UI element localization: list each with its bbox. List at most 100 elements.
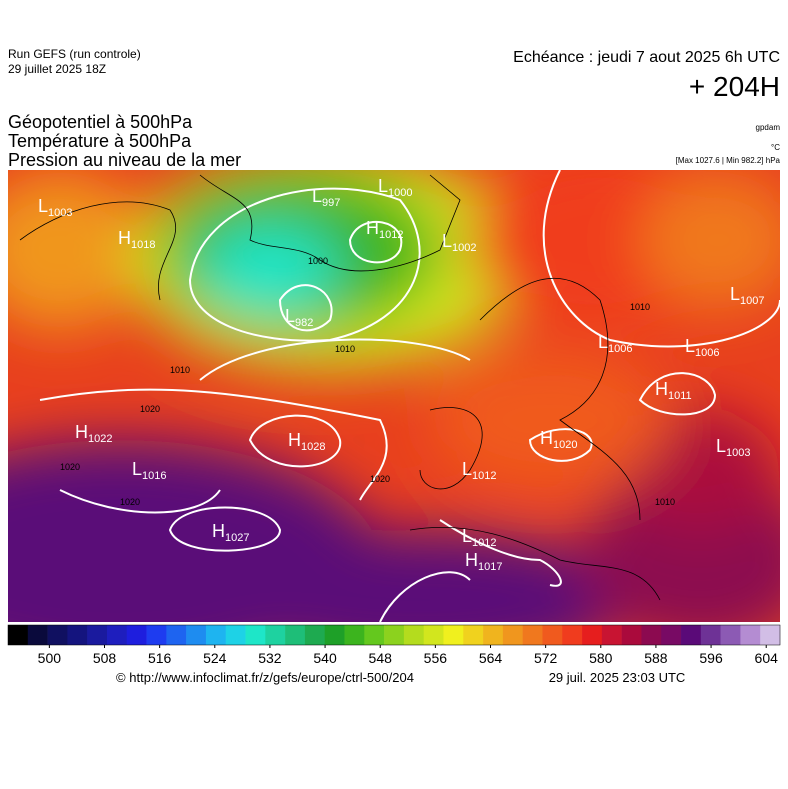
- pressure-center: H1022: [75, 422, 112, 445]
- colorbar-swatch: [661, 625, 682, 645]
- colorbar-swatch: [47, 625, 68, 645]
- center-kind: L: [462, 526, 472, 546]
- colorbar-swatch: [601, 625, 622, 645]
- center-kind: L: [716, 436, 726, 456]
- center-kind: H: [540, 428, 553, 448]
- run: Run GEFS (run controle): [8, 47, 141, 61]
- colorbar-swatch: [403, 625, 424, 645]
- center-value: 1011: [668, 390, 692, 402]
- colorbar-swatch: [542, 625, 563, 645]
- pressure-center: H1011: [655, 379, 692, 402]
- colorbar-tick-label: 572: [534, 650, 558, 666]
- colorbar-swatch: [285, 625, 306, 645]
- pressure-center: H1027: [212, 521, 249, 544]
- colorbar-swatch: [621, 625, 642, 645]
- center-kind: L: [730, 284, 740, 304]
- valid-time: Echéance : jeudi 7 aout 2025 6h UTC: [513, 49, 780, 66]
- center-value: 1028: [301, 441, 325, 453]
- center-value: 982: [295, 317, 313, 329]
- center-kind: L: [38, 196, 48, 216]
- lead-time: + 204H: [689, 71, 780, 102]
- colorbar-swatch: [760, 625, 781, 645]
- center-kind: L: [442, 231, 452, 251]
- isobar-label: 1020: [370, 474, 390, 484]
- colorbar-swatch: [700, 625, 721, 645]
- pressure-center: H1018: [118, 228, 155, 251]
- run-date: 29 juillet 2025 18Z: [8, 62, 106, 76]
- colorbar-swatch: [720, 625, 741, 645]
- pressure-center: L1003: [38, 196, 73, 219]
- center-kind: H: [655, 379, 668, 399]
- colorbar-swatch: [186, 625, 207, 645]
- colorbar-swatch: [27, 625, 48, 645]
- center-value: 1022: [88, 433, 112, 445]
- isobar-label: 1000: [308, 256, 328, 266]
- colorbar-tick-label: 540: [313, 650, 337, 666]
- pressure-center: L982: [285, 306, 313, 329]
- isobar-label: 1010: [630, 302, 650, 312]
- center-kind: L: [462, 459, 472, 479]
- center-kind: L: [132, 459, 142, 479]
- isobar-label: 1020: [140, 404, 160, 414]
- isobar-label: 1010: [170, 365, 190, 375]
- colorbar-swatch: [166, 625, 187, 645]
- colorbar-swatch: [126, 625, 147, 645]
- colorbar-swatch: [146, 625, 167, 645]
- colorbar-swatch: [502, 625, 523, 645]
- colorbar-swatch: [740, 625, 761, 645]
- colorbar-swatch: [67, 625, 88, 645]
- center-value: 1003: [726, 447, 750, 459]
- title: Température à 500hPa: [8, 131, 192, 151]
- center-value: 1020: [553, 439, 577, 451]
- isobar-label: 1010: [335, 344, 355, 354]
- center-value: 1017: [478, 561, 502, 573]
- colorbar-swatch: [324, 625, 345, 645]
- colorbar-swatch: [225, 625, 246, 645]
- colorbar-tick-label: 596: [699, 650, 723, 666]
- pressure-center: H1012: [366, 218, 403, 241]
- colorbar-tick-label: 524: [203, 650, 227, 666]
- center-value: 1000: [388, 187, 412, 199]
- colorbar-swatch: [443, 625, 464, 645]
- colorbar-tick-label: 564: [479, 650, 503, 666]
- colorbar-tick-label: 588: [644, 650, 668, 666]
- colorbar-swatch: [364, 625, 385, 645]
- colorbar-tick-label: 532: [258, 650, 282, 666]
- colorbar-tick-label: 508: [93, 650, 117, 666]
- pressure-center: H1028: [288, 430, 325, 453]
- pressure-center: L1002: [442, 231, 477, 254]
- colorbar-swatch: [641, 625, 662, 645]
- center-value: 1002: [452, 242, 476, 254]
- colorbar-swatch: [245, 625, 266, 645]
- center-kind: H: [118, 228, 131, 248]
- colorbar-swatch: [483, 625, 504, 645]
- map: [8, 170, 780, 622]
- colorbar-tick-label: 604: [755, 650, 779, 666]
- center-kind: H: [288, 430, 301, 450]
- colorbar-swatch: [423, 625, 444, 645]
- unit: gpdam: [756, 123, 781, 132]
- center-kind: H: [366, 218, 379, 238]
- pressure-center: L1003: [716, 436, 751, 459]
- center-kind: L: [312, 186, 322, 206]
- colorbar-tick-label: 500: [38, 650, 62, 666]
- center-value: 1006: [695, 347, 719, 359]
- colorbar-swatch: [463, 625, 484, 645]
- colorbar-swatch: [106, 625, 128, 645]
- center-kind: L: [378, 176, 388, 196]
- unit: [Max 1027.6 | Min 982.2] hPa: [676, 156, 781, 165]
- center-kind: L: [685, 336, 695, 356]
- generated: 29 juil. 2025 23:03 UTC: [549, 670, 686, 685]
- pressure-center: L1016: [132, 459, 167, 482]
- center-kind: H: [212, 521, 225, 541]
- colorbar-swatch: [87, 625, 108, 645]
- colorbar-tick-label: 548: [369, 650, 393, 666]
- center-value: 1012: [472, 537, 496, 549]
- center-value: 1018: [131, 239, 155, 251]
- colorbar-swatch: [384, 625, 405, 645]
- isobar-label: 1020: [60, 462, 80, 472]
- pressure-center: L1006: [598, 332, 633, 355]
- colorbar-swatch: [582, 625, 603, 645]
- center-value: 997: [322, 197, 340, 209]
